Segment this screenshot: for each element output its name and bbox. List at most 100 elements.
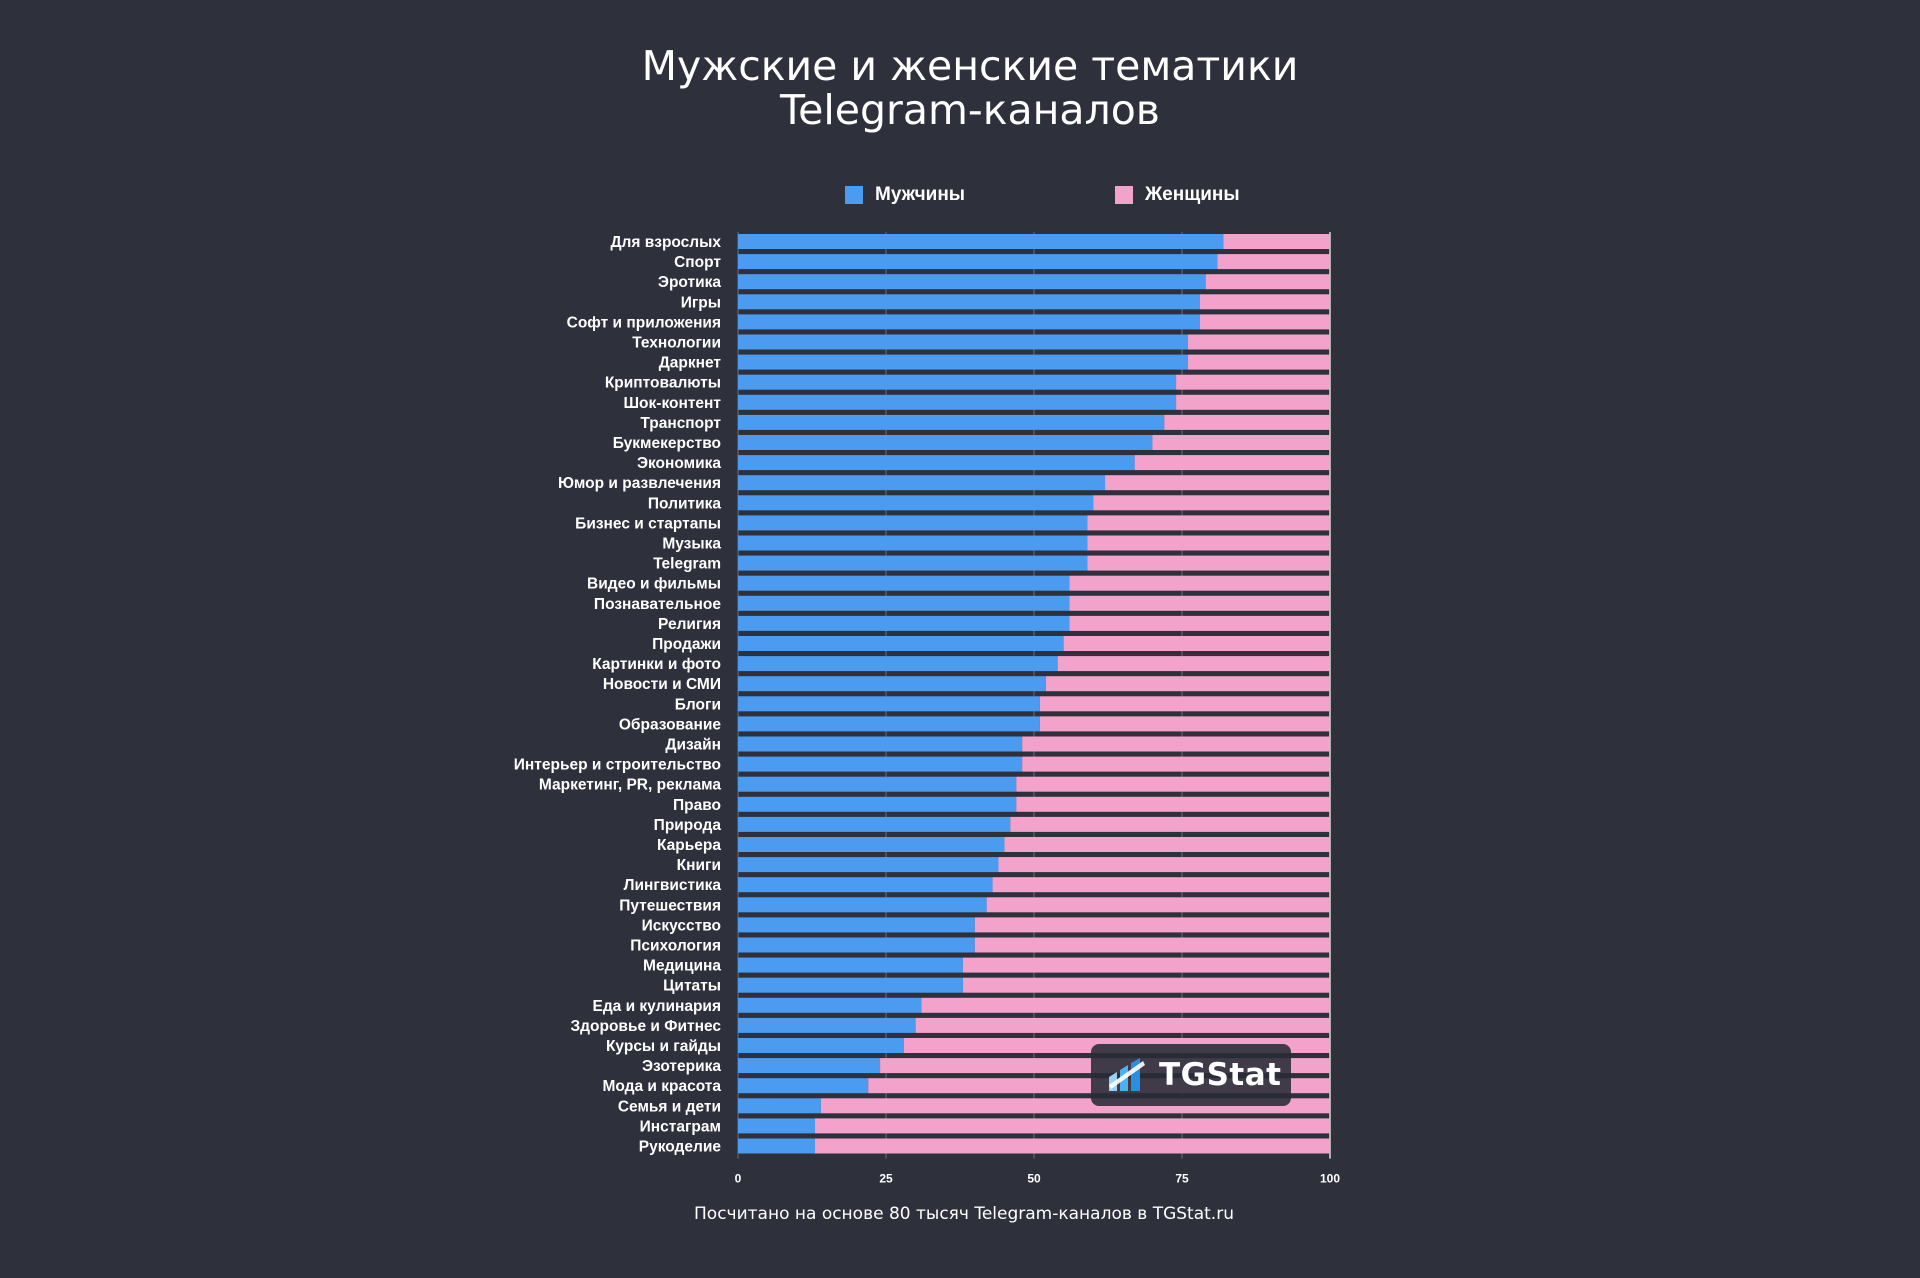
bar-women-24 — [1039, 716, 1330, 732]
tgstat-logo-icon — [1109, 1058, 1145, 1091]
category-label-14: Бизнес и стартапы — [575, 515, 721, 532]
bar-men-45 — [738, 1138, 815, 1154]
chart-title: Мужские и женские тематики Telegram-кана… — [0, 44, 1920, 132]
legend-item-women: Женщины — [1115, 180, 1240, 210]
bar-men-22 — [738, 676, 1046, 692]
bar-women-32 — [992, 877, 1330, 893]
category-label-4: Софт и приложения — [567, 314, 721, 331]
bar-men-11 — [738, 455, 1135, 471]
bar-men-8 — [738, 394, 1177, 410]
bar-women-29 — [1010, 816, 1330, 832]
bar-women-11 — [1134, 455, 1330, 471]
category-label-22: Новости и СМИ — [603, 676, 721, 693]
category-label-5: Технологии — [632, 335, 721, 352]
bar-men-1 — [738, 254, 1218, 270]
category-label-37: Цитаты — [663, 978, 721, 995]
chart-x-tick-labels: 0 25 50 75 100 — [735, 1172, 1341, 1186]
bar-men-26 — [738, 756, 1023, 772]
category-label-42: Мода и красота — [602, 1078, 721, 1095]
category-label-18: Познавательное — [594, 596, 721, 613]
bar-men-17 — [738, 575, 1070, 591]
legend-item-men: Мужчины — [845, 180, 965, 210]
category-label-29: Природа — [654, 817, 722, 834]
category-label-27: Маркетинг, PR, реклама — [539, 777, 721, 794]
legend-swatch-women — [1115, 186, 1133, 204]
category-label-23: Блоги — [675, 696, 721, 713]
bar-men-30 — [738, 837, 1005, 852]
bar-women-35 — [974, 937, 1330, 953]
bar-men-27 — [738, 776, 1017, 792]
bar-women-37 — [962, 977, 1330, 993]
bar-men-20 — [738, 636, 1064, 651]
x-tick-label-0: 0 — [735, 1172, 742, 1186]
category-label-9: Транспорт — [640, 415, 721, 432]
category-label-35: Психология — [630, 938, 721, 955]
category-label-0: Для взрослых — [610, 234, 721, 251]
bar-women-18 — [1069, 595, 1330, 611]
tgstat-watermark: TGStat — [1091, 1044, 1291, 1106]
bar-women-44 — [814, 1118, 1330, 1134]
bar-women-0 — [1223, 234, 1330, 249]
bar-women-38 — [921, 997, 1330, 1013]
category-label-30: Карьера — [657, 837, 721, 854]
bar-women-26 — [1022, 756, 1330, 772]
x-tick-label-4: 100 — [1320, 1172, 1340, 1186]
category-label-28: Право — [673, 797, 721, 814]
bar-women-20 — [1063, 636, 1330, 651]
bar-men-18 — [738, 595, 1070, 611]
bar-women-3 — [1199, 294, 1330, 310]
bar-men-2 — [738, 274, 1206, 290]
bar-women-5 — [1187, 334, 1330, 350]
category-label-21: Картинки и фото — [592, 656, 721, 673]
chart-title-line-2: Telegram-каналов — [780, 86, 1160, 134]
category-label-6: Даркнет — [659, 355, 722, 372]
category-label-39: Здоровье и Фитнес — [570, 1018, 721, 1035]
bar-women-23 — [1039, 696, 1330, 712]
bar-men-28 — [738, 796, 1017, 812]
legend-label-women: Женщины — [1145, 184, 1240, 205]
bar-men-7 — [738, 374, 1177, 390]
bar-men-43 — [738, 1098, 821, 1114]
category-label-1: Спорт — [674, 254, 721, 271]
category-label-17: Видео и фильмы — [587, 576, 721, 593]
category-label-44: Инстаграм — [640, 1118, 721, 1135]
bar-women-7 — [1176, 374, 1330, 390]
legend-swatch-men — [845, 186, 863, 204]
chart-title-line-1: Мужские и женские тематики — [641, 42, 1299, 90]
bar-men-23 — [738, 696, 1040, 712]
bar-men-44 — [738, 1118, 815, 1134]
bar-women-34 — [974, 917, 1330, 933]
bar-women-22 — [1045, 676, 1330, 692]
bar-women-8 — [1176, 394, 1330, 410]
bar-men-6 — [738, 354, 1188, 370]
bar-men-24 — [738, 716, 1040, 732]
bar-men-42 — [738, 1078, 869, 1094]
bar-men-36 — [738, 957, 963, 973]
bar-women-31 — [998, 857, 1330, 873]
bar-men-13 — [738, 495, 1094, 511]
bar-men-40 — [738, 1038, 904, 1053]
category-label-45: Рукоделие — [639, 1139, 722, 1156]
bar-women-10 — [1152, 435, 1330, 450]
bar-women-16 — [1087, 555, 1330, 571]
bar-men-19 — [738, 615, 1070, 631]
bar-men-35 — [738, 937, 975, 953]
bar-women-45 — [814, 1138, 1330, 1154]
bar-men-9 — [738, 414, 1165, 430]
category-label-34: Искусство — [642, 917, 721, 934]
bar-women-12 — [1105, 475, 1330, 491]
category-label-20: Продажи — [652, 636, 721, 653]
bar-men-39 — [738, 1017, 916, 1033]
category-label-12: Юмор и развлечения — [558, 475, 721, 492]
bar-men-12 — [738, 475, 1106, 491]
bar-women-2 — [1205, 274, 1330, 290]
bar-women-1 — [1217, 254, 1330, 270]
category-label-13: Политика — [648, 495, 721, 512]
category-label-40: Курсы и гайды — [606, 1038, 721, 1055]
category-label-8: Шок-контент — [623, 395, 721, 412]
bar-men-3 — [738, 294, 1200, 310]
chart-category-labels: Для взрослых Спорт Эротика Игры Софт и прило… — [514, 234, 722, 1156]
bar-men-29 — [738, 816, 1011, 832]
bar-men-21 — [738, 656, 1058, 672]
bar-men-14 — [738, 515, 1088, 531]
